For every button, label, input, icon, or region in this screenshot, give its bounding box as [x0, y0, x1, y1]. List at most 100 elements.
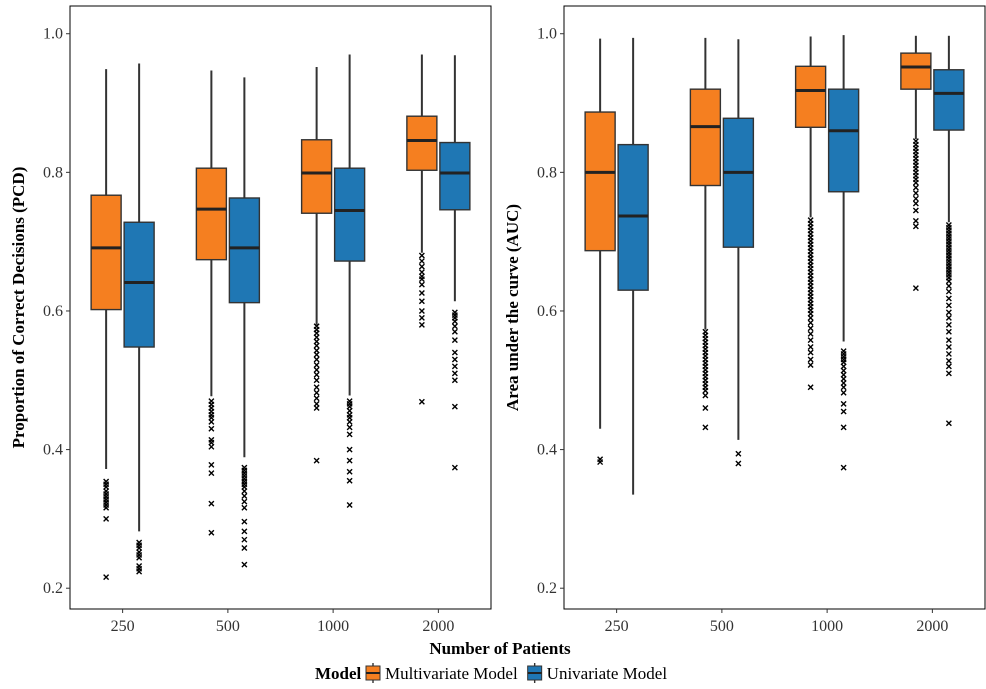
outlier-point [346, 502, 353, 509]
outlier-point [346, 477, 353, 484]
outlier-point [912, 200, 919, 207]
outlier-point [807, 330, 814, 337]
outlier-point [451, 377, 458, 384]
outlier-point [418, 252, 425, 259]
y-axis-title: Area under the curve (AUC) [503, 204, 522, 411]
outlier-point [945, 357, 952, 364]
outlier-point [807, 362, 814, 369]
box [584, 38, 616, 466]
outlier-point [451, 318, 458, 325]
outlier-point [241, 493, 248, 500]
outlier-point [241, 498, 248, 505]
outlier-point [418, 398, 425, 405]
outlier-point [807, 325, 814, 332]
box-body [333, 167, 366, 262]
outlier-point [912, 190, 919, 197]
outlier-point [418, 263, 425, 270]
outlier-point [840, 408, 847, 415]
outlier-point [418, 307, 425, 314]
y-tick-label: 0.4 [43, 442, 63, 459]
box [123, 63, 155, 575]
box-body [900, 52, 932, 90]
legend-title: Model [315, 664, 362, 683]
outlier-point [313, 342, 320, 349]
box-body [300, 139, 333, 214]
outlier-point [313, 384, 320, 391]
box-body [228, 197, 261, 304]
box [794, 36, 827, 391]
outlier-point [208, 500, 215, 507]
outlier-point [702, 392, 709, 399]
outlier-point [945, 370, 952, 377]
outlier-point [807, 319, 814, 326]
box-body [933, 69, 965, 131]
outlier-point [945, 278, 952, 285]
y-tick-label: 1.0 [537, 26, 557, 43]
box-body [689, 88, 722, 187]
box-body [722, 117, 755, 248]
outlier-point [840, 389, 847, 396]
outlier-point [945, 363, 952, 370]
outlier-point [945, 420, 952, 427]
box [300, 66, 333, 464]
y-tick-label: 0.8 [537, 164, 557, 181]
panel-left: 0.2 0.4 0.6 0.8 1.0 250 500 1000 2000 Proportion … [9, 5, 492, 635]
outlier-point [840, 424, 847, 431]
x-axis-title: Number of Patients [429, 639, 571, 658]
outlier-point [208, 461, 215, 468]
x-tick-label: 500 [216, 618, 240, 635]
outlier-point [418, 289, 425, 296]
outlier-point [241, 488, 248, 495]
outlier-point [451, 370, 458, 377]
outlier-point [418, 281, 425, 288]
y-tick-label: 0.4 [537, 442, 557, 459]
outlier-point [103, 515, 110, 522]
x-tick-label: 500 [710, 618, 734, 635]
box-body [406, 115, 438, 171]
outlier-point [241, 545, 248, 552]
outlier-point [313, 395, 320, 402]
box [228, 77, 261, 568]
outlier-point [840, 464, 847, 471]
box-body [90, 194, 122, 311]
outlier-point [208, 529, 215, 536]
outlier-point [451, 403, 458, 410]
outlier-point [103, 574, 110, 581]
outlier-point [241, 528, 248, 535]
outlier-point [346, 431, 353, 438]
outlier-point [451, 363, 458, 370]
legend-entry-0: Multivariate Model [365, 663, 518, 683]
outlier-point [451, 349, 458, 356]
y-axis-title: Proportion of Correct Decisions (PCD) [9, 167, 28, 449]
outlier-point [702, 405, 709, 411]
box [900, 35, 932, 292]
series-1 [617, 35, 965, 495]
outlier-point [912, 285, 919, 292]
outlier-point [418, 321, 425, 328]
outlier-point [945, 314, 952, 321]
series-0 [90, 54, 438, 581]
box [439, 55, 471, 471]
legend-label: Univariate Model [547, 664, 668, 683]
outlier-point [945, 350, 952, 357]
panels: 0.2 0.4 0.6 0.8 1.0 250 500 1000 2000 Proportion … [9, 5, 986, 635]
box [722, 39, 755, 467]
outlier-point [945, 295, 952, 302]
box [333, 54, 366, 509]
outlier-point [451, 328, 458, 335]
outlier-point [945, 328, 952, 335]
x-tick-label: 2000 [916, 618, 948, 635]
box [617, 37, 649, 495]
series-1 [123, 54, 471, 575]
outlier-point [807, 356, 814, 363]
outlier-point [103, 504, 110, 511]
y-tick-label: 0.8 [43, 164, 63, 181]
outlier-point [735, 460, 742, 467]
x-tick-label: 250 [111, 618, 135, 635]
outlier-point [807, 384, 814, 391]
outlier-point [912, 195, 919, 202]
box-body [584, 111, 616, 252]
outlier-point [418, 314, 425, 321]
outlier-point [313, 366, 320, 373]
